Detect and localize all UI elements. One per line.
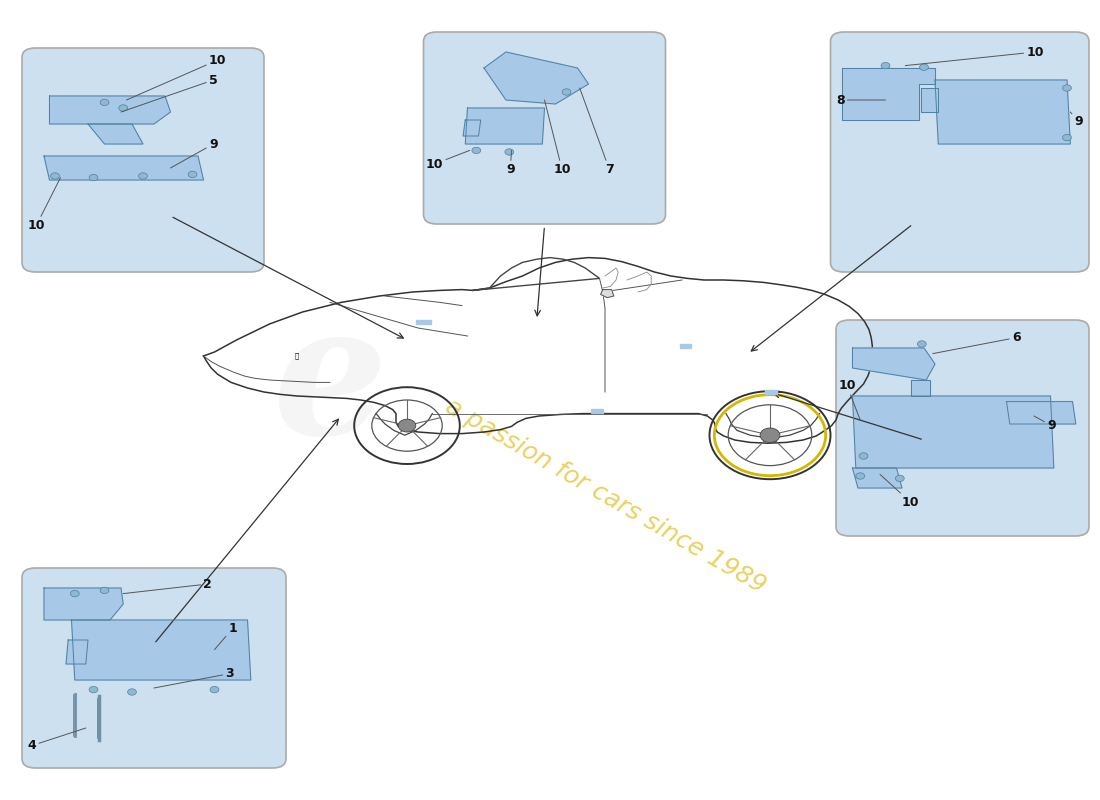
Polygon shape (44, 588, 123, 620)
Text: 9: 9 (1034, 416, 1056, 432)
Polygon shape (842, 68, 935, 120)
Polygon shape (764, 390, 777, 394)
Text: 10: 10 (126, 54, 227, 100)
Text: 10: 10 (880, 474, 920, 509)
Text: 1: 1 (214, 622, 238, 650)
Text: 9: 9 (170, 138, 218, 168)
Text: 10: 10 (426, 150, 470, 170)
Text: 10: 10 (544, 100, 571, 176)
FancyBboxPatch shape (22, 48, 264, 272)
Text: a passion for cars since 1989: a passion for cars since 1989 (441, 394, 769, 598)
FancyBboxPatch shape (22, 568, 286, 768)
Text: 3: 3 (154, 667, 234, 688)
Text: 6: 6 (933, 331, 1021, 354)
Circle shape (89, 174, 98, 181)
Circle shape (139, 173, 147, 179)
Circle shape (1063, 134, 1071, 141)
Text: 5: 5 (121, 74, 218, 112)
Polygon shape (416, 320, 431, 324)
Circle shape (760, 428, 780, 442)
Text: 10: 10 (905, 46, 1044, 66)
Polygon shape (484, 52, 588, 104)
Circle shape (562, 89, 571, 95)
Polygon shape (463, 120, 481, 136)
Circle shape (917, 341, 926, 347)
Text: 🐴: 🐴 (295, 353, 299, 359)
Circle shape (920, 64, 928, 70)
Polygon shape (852, 348, 935, 380)
Polygon shape (911, 380, 930, 396)
Polygon shape (72, 620, 251, 680)
Polygon shape (852, 396, 1054, 468)
Text: 8: 8 (836, 94, 886, 106)
Polygon shape (88, 124, 143, 144)
Circle shape (1063, 85, 1071, 91)
Circle shape (89, 686, 98, 693)
Polygon shape (601, 290, 614, 298)
Polygon shape (44, 156, 204, 180)
Circle shape (895, 475, 904, 482)
Polygon shape (921, 88, 938, 112)
Text: 10: 10 (838, 379, 860, 420)
Polygon shape (66, 640, 88, 664)
Circle shape (51, 173, 59, 179)
Polygon shape (591, 409, 603, 413)
Circle shape (128, 689, 136, 695)
Polygon shape (680, 344, 691, 348)
Circle shape (881, 62, 890, 69)
Circle shape (856, 473, 865, 479)
Polygon shape (465, 108, 544, 144)
Polygon shape (935, 80, 1070, 144)
FancyBboxPatch shape (836, 320, 1089, 536)
Circle shape (398, 419, 416, 432)
Text: e: e (273, 296, 387, 472)
Polygon shape (852, 468, 902, 488)
Polygon shape (50, 96, 170, 124)
FancyBboxPatch shape (424, 32, 666, 224)
FancyBboxPatch shape (830, 32, 1089, 272)
Circle shape (100, 99, 109, 106)
Circle shape (100, 587, 109, 594)
Circle shape (210, 686, 219, 693)
Text: 7: 7 (580, 88, 614, 176)
Polygon shape (1006, 402, 1076, 424)
Text: 10: 10 (28, 178, 60, 232)
Circle shape (505, 149, 514, 155)
Circle shape (70, 590, 79, 597)
Circle shape (119, 105, 128, 111)
Text: 9: 9 (506, 150, 515, 176)
Text: 9: 9 (1070, 112, 1084, 128)
Circle shape (188, 171, 197, 178)
Text: 2: 2 (123, 578, 212, 594)
Text: 4: 4 (28, 728, 86, 752)
Circle shape (472, 147, 481, 154)
Circle shape (859, 453, 868, 459)
